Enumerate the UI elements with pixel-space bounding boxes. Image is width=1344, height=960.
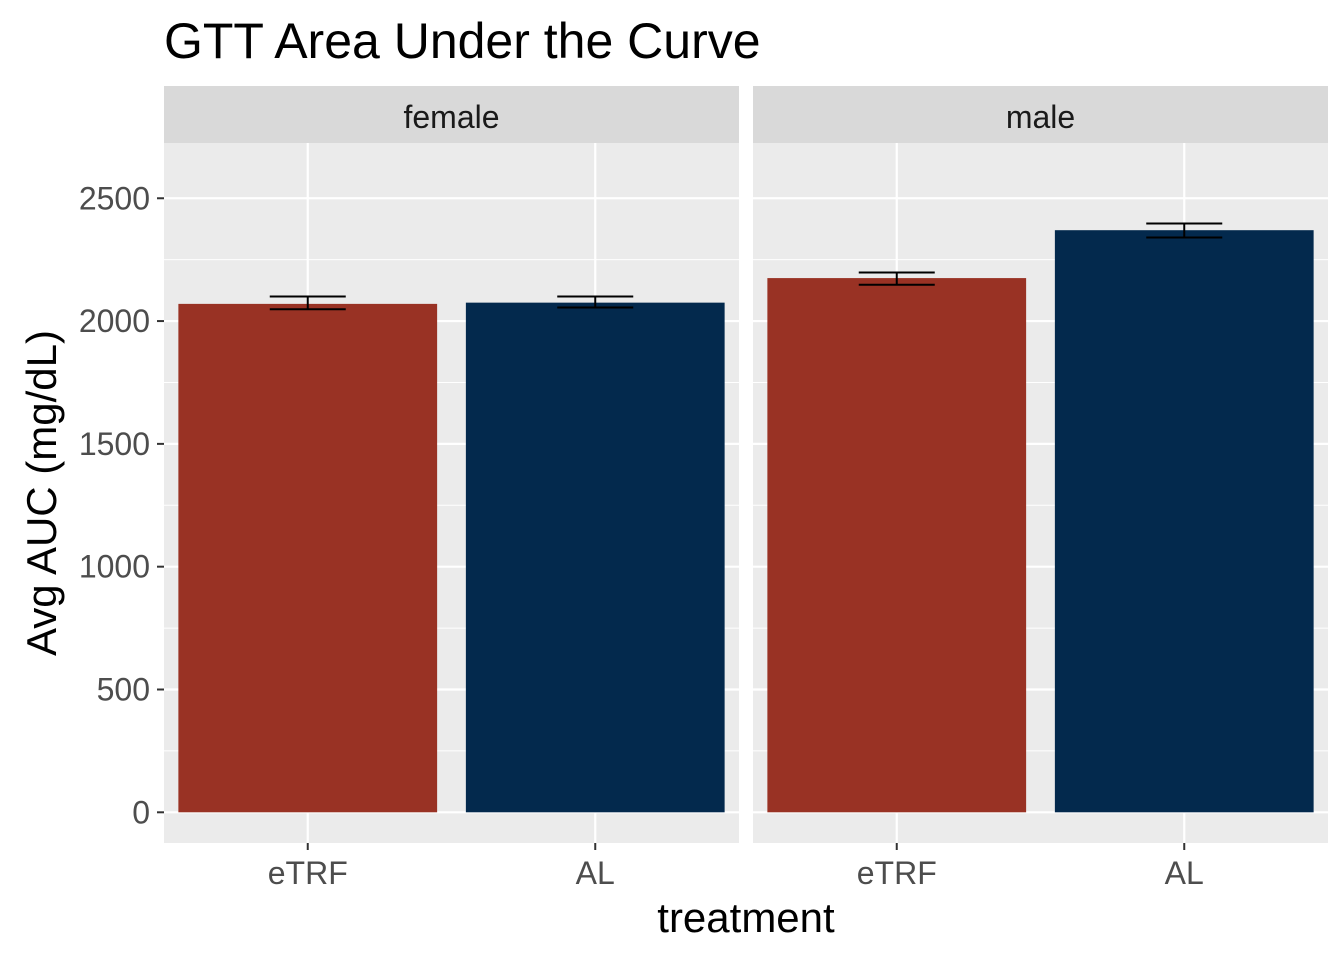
bar-male-eTRF: [767, 278, 1027, 813]
facet-strip: [164, 86, 739, 143]
facet-strip-label: male: [1006, 99, 1075, 135]
y-axis: 0 500 1000 1500 2000 2500: [79, 180, 164, 830]
y-tick-label: 1000: [79, 549, 150, 585]
facet-strip-label: female: [403, 99, 499, 135]
y-tick-label: 0: [132, 794, 150, 830]
y-tick-label: 500: [97, 671, 150, 707]
facet-female: female eTRF AL: [164, 86, 739, 891]
facet-male: male eTRF AL: [753, 86, 1328, 891]
y-tick-label: 2000: [79, 303, 150, 339]
x-axis-title: treatment: [657, 894, 835, 941]
facet-panels: female eTRF AL male eTRF AL: [164, 86, 1328, 891]
x-tick-label: eTRF: [857, 855, 937, 891]
x-tick-label: AL: [1165, 855, 1204, 891]
bar-female-eTRF: [178, 303, 438, 813]
error-bar: [858, 271, 935, 286]
bar-female-AL: [465, 302, 725, 813]
error-bar: [557, 295, 634, 309]
chart-title: GTT Area Under the Curve: [164, 13, 761, 69]
error-bar: [269, 295, 346, 311]
error-bar: [1146, 222, 1223, 239]
y-tick-label: 1500: [79, 426, 150, 462]
bar-male-AL: [1054, 230, 1314, 813]
x-tick-label: eTRF: [268, 855, 348, 891]
facet-strip: [753, 86, 1328, 143]
x-tick-label: AL: [576, 855, 615, 891]
y-axis-title: Avg AUC (mg/dL): [18, 330, 65, 656]
y-tick-label: 2500: [79, 180, 150, 216]
